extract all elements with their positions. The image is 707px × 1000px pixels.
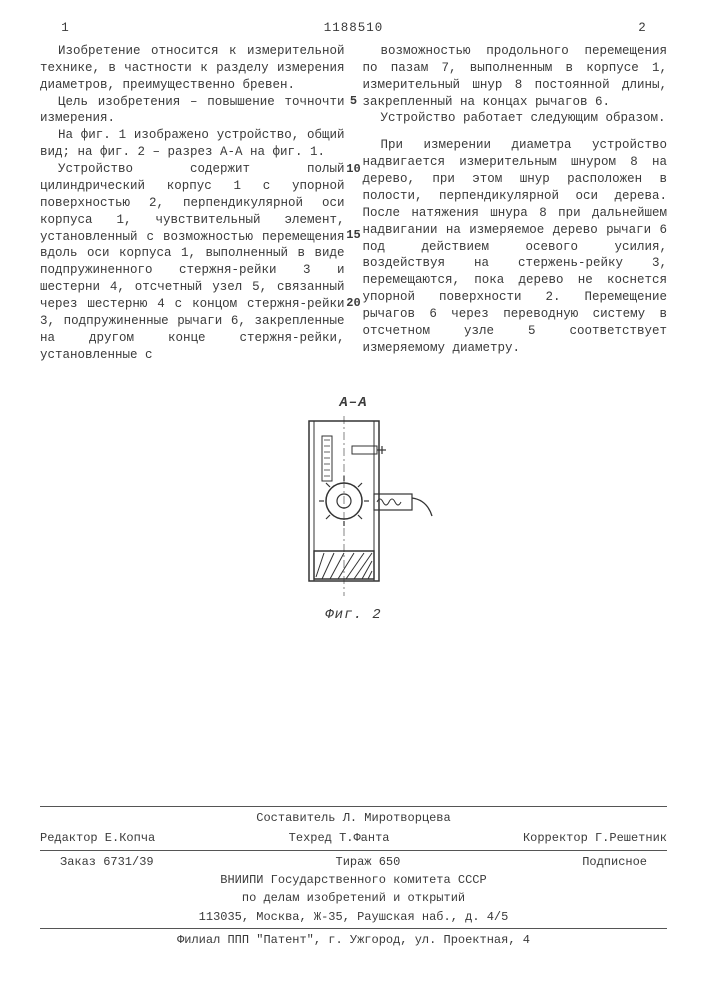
column-number-right: 2 (627, 20, 657, 37)
footer-print-row: Заказ 6731/39 Тираж 650 Подписное (40, 854, 667, 870)
left-p3: На фиг. 1 изображено устройство, общий в… (40, 127, 345, 161)
footer-corrector: Корректор Г.Решетник (523, 830, 667, 846)
footer-rule-2 (40, 850, 667, 851)
right-column: возможностью продольного перемещения по … (363, 43, 668, 364)
footer-credits: Редактор Е.Копча Техред Т.Фанта Корректо… (40, 830, 667, 846)
footer-compiler: Составитель Л. Миротворцева (40, 810, 667, 826)
figure-svg (264, 416, 444, 596)
figure-caption: Фиг. 2 (40, 606, 667, 625)
figure-section-label: А–А (40, 394, 667, 413)
line-num-10: 10 (346, 161, 360, 177)
footer-org1: ВНИИПИ Государственного комитета СССР (40, 872, 667, 888)
footer-subscription: Подписное (582, 854, 647, 870)
footer-address: 113035, Москва, Ж-35, Раушская наб., д. … (40, 909, 667, 925)
header-row: 1 1188510 2 (40, 20, 667, 37)
left-column: Изобретение относится к измерительной те… (40, 43, 345, 364)
footer-copies: Тираж 650 (336, 854, 401, 870)
footer-org2: по делам изобретений и открытий (40, 890, 667, 906)
document-page: 1 1188510 2 Изобретение относится к изме… (0, 0, 707, 1000)
figure-drawing (40, 416, 667, 596)
patent-number: 1188510 (80, 20, 627, 37)
figure-section: А–А (40, 394, 667, 626)
line-num-15: 15 (346, 227, 360, 243)
line-num-20: 20 (346, 295, 360, 311)
right-p2: Устройство работает следующим образом. (363, 110, 668, 127)
footer-order: Заказ 6731/39 (60, 854, 154, 870)
column-number-left: 1 (50, 20, 80, 37)
footer-editor: Редактор Е.Копча (40, 830, 155, 846)
footer-techred: Техред Т.Фанта (289, 830, 390, 846)
footer-branch: Филиал ППП "Патент", г. Ужгород, ул. Про… (40, 932, 667, 948)
footer-rule-1 (40, 806, 667, 807)
right-p1: возможностью продольного перемещения по … (363, 43, 668, 111)
right-p3: При измерении диаметра устройство надвиг… (363, 137, 668, 356)
footer-block: Составитель Л. Миротворцева Редактор Е.К… (40, 803, 667, 950)
left-p4: Устройство содержит полый цилиндрический… (40, 161, 345, 364)
left-p1: Изобретение относится к измерительной те… (40, 43, 345, 94)
footer-rule-3 (40, 928, 667, 929)
text-columns: Изобретение относится к измерительной те… (40, 43, 667, 364)
left-p2: Цель изобретения – повышение точночти из… (40, 94, 345, 128)
line-num-5: 5 (350, 93, 357, 109)
